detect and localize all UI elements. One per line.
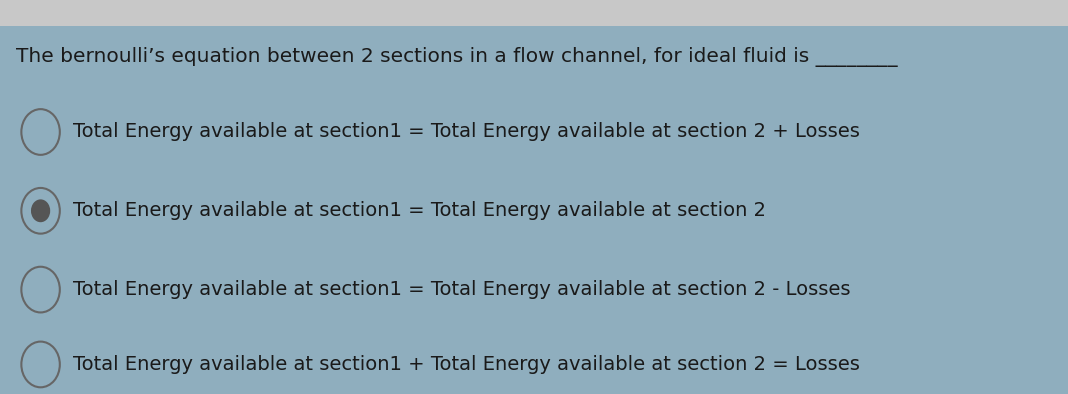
Bar [0, 0, 1068, 26]
Text: Total Energy available at section1 = Total Energy available at section 2: Total Energy available at section1 = Tot… [73, 201, 766, 220]
Text: Total Energy available at section1 = Total Energy available at section 2 - Losse: Total Energy available at section1 = Tot… [73, 280, 850, 299]
Text: Total Energy available at section1 = Total Energy available at section 2 + Losse: Total Energy available at section1 = Tot… [73, 123, 860, 141]
Ellipse shape [31, 199, 50, 222]
Text: Total Energy available at section1 + Total Energy available at section 2 = Losse: Total Energy available at section1 + Tot… [73, 355, 860, 374]
Text: The bernoulli’s equation between 2 sections in a flow channel, for ideal fluid i: The bernoulli’s equation between 2 secti… [16, 47, 897, 67]
